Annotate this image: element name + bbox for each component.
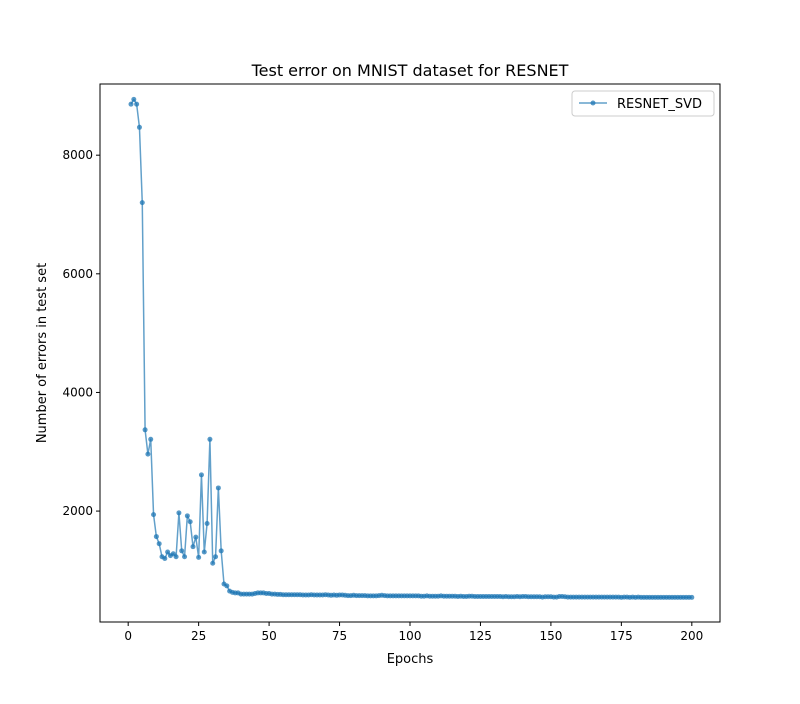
x-tick-label: 25 (191, 629, 206, 643)
data-point (136, 124, 142, 130)
y-tick-label: 8000 (62, 148, 93, 162)
data-point (689, 594, 695, 600)
legend-label-resnet-svd: RESNET_SVD (617, 97, 702, 112)
data-point (142, 427, 148, 433)
series-group (128, 96, 695, 600)
data-point (210, 560, 216, 566)
data-point (187, 519, 193, 525)
data-point (224, 583, 230, 589)
data-point (173, 554, 179, 560)
data-point (193, 534, 199, 540)
data-point (148, 436, 154, 442)
x-tick-label: 75 (332, 629, 347, 643)
data-point (184, 513, 190, 519)
x-tick-label: 100 (399, 629, 422, 643)
x-tick-label: 0 (124, 629, 132, 643)
data-point (145, 451, 151, 457)
data-point (207, 436, 213, 442)
y-axis-label: Number of errors in test set (35, 263, 50, 443)
legend-box (571, 90, 715, 117)
data-point (153, 534, 159, 540)
x-axis: 0 25 50 75 100 125 150 175 200 (124, 622, 703, 643)
chart-title: Test error on MNIST dataset for RESNET (251, 61, 569, 80)
data-point (131, 96, 137, 102)
data-point (182, 554, 188, 560)
data-point (162, 556, 168, 562)
data-point (156, 541, 162, 547)
data-point (201, 549, 207, 555)
data-point (134, 101, 140, 107)
legend-marker-swatch (590, 100, 596, 106)
data-point (218, 548, 224, 554)
data-point (196, 554, 202, 560)
y-tick-label: 4000 (62, 385, 93, 399)
x-axis-label: Epochs (387, 652, 434, 667)
plot-area (99, 83, 721, 623)
x-tick-label: 200 (680, 629, 703, 643)
data-point (204, 521, 210, 527)
data-point (179, 548, 185, 554)
data-point (176, 510, 182, 516)
data-point (139, 200, 145, 206)
data-point (128, 101, 134, 107)
data-point (190, 544, 196, 550)
legend: RESNET_SVD (571, 90, 715, 117)
data-point (215, 485, 221, 491)
x-tick-label: 175 (610, 629, 633, 643)
data-point (198, 472, 204, 478)
y-axis: 2000 4000 6000 8000 (62, 148, 100, 518)
data-point (213, 554, 219, 560)
x-tick-label: 50 (261, 629, 276, 643)
data-point (165, 549, 171, 555)
x-tick-label: 150 (539, 629, 562, 643)
x-tick-label: 125 (469, 629, 492, 643)
y-tick-label: 2000 (62, 504, 93, 518)
data-point (151, 512, 157, 518)
y-tick-label: 6000 (62, 267, 93, 281)
